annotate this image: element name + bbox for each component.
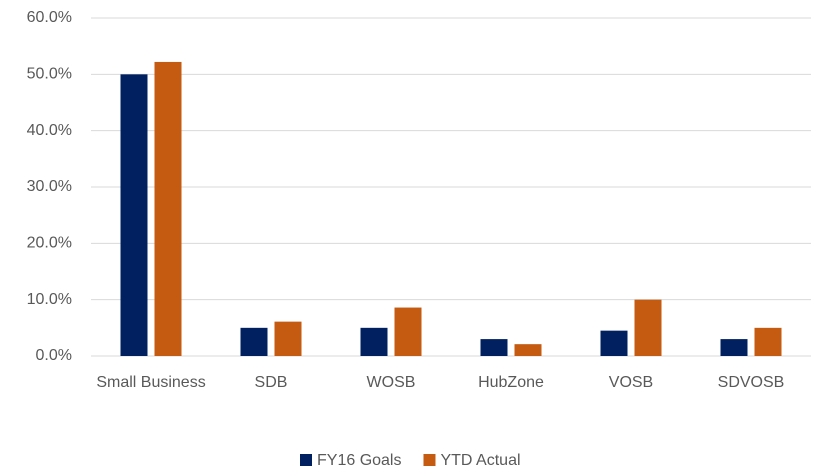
y-tick-label: 40.0% bbox=[27, 122, 72, 139]
bar bbox=[754, 327, 782, 356]
bar bbox=[154, 61, 182, 356]
bar bbox=[600, 330, 628, 356]
x-tick-label: HubZone bbox=[478, 374, 544, 391]
bar bbox=[634, 299, 662, 356]
bar bbox=[274, 321, 302, 356]
legend-label: YTD Actual bbox=[440, 452, 520, 469]
legend-label: FY16 Goals bbox=[317, 452, 401, 469]
x-tick-label: SDVOSB bbox=[717, 374, 785, 391]
y-tick-label: 60.0% bbox=[27, 9, 72, 26]
bar bbox=[120, 74, 148, 356]
legend-swatch bbox=[423, 454, 436, 466]
bar bbox=[394, 307, 422, 356]
bar bbox=[720, 339, 748, 356]
bar bbox=[480, 339, 508, 356]
x-tick-label: VOSB bbox=[608, 374, 654, 391]
y-tick-label: 30.0% bbox=[27, 178, 72, 195]
x-tick-label: SDB bbox=[254, 374, 288, 391]
y-tick-label: 20.0% bbox=[27, 235, 72, 252]
x-tick-label: Small Business bbox=[96, 374, 206, 391]
y-tick-label: 0.0% bbox=[36, 347, 72, 364]
bar bbox=[360, 327, 388, 356]
x-tick-label: WOSB bbox=[366, 374, 416, 391]
legend-swatch bbox=[300, 454, 312, 466]
bar bbox=[514, 344, 542, 356]
y-tick-label: 10.0% bbox=[27, 291, 72, 308]
y-tick-label: 50.0% bbox=[27, 66, 72, 83]
bar bbox=[240, 327, 268, 356]
